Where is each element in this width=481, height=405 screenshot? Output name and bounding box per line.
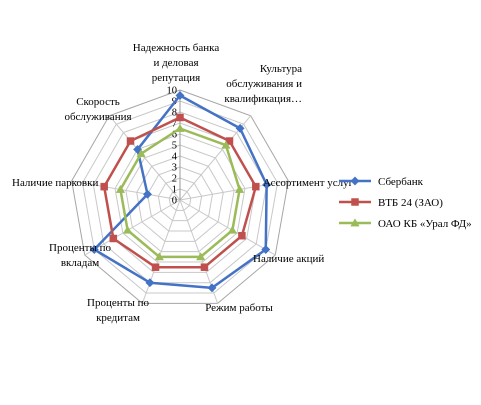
data-point	[200, 263, 209, 271]
legend-marker	[351, 198, 359, 206]
data-point	[122, 225, 133, 234]
category-label: Скорость	[76, 96, 120, 108]
tick-label: 0	[172, 196, 177, 207]
data-point	[234, 184, 245, 193]
data-point	[221, 140, 231, 149]
data-point	[109, 234, 118, 243]
data-point	[133, 144, 143, 154]
category-label: Ассортимент услуг	[263, 177, 354, 189]
category-label: Культура	[260, 63, 302, 75]
legend-label: Сбербанк	[378, 176, 424, 188]
data-point	[175, 90, 185, 101]
data-point	[145, 278, 155, 288]
legend-label: ОАО КБ «Урал ФД»	[378, 218, 472, 230]
legend-label: ВТБ 24 (ЗАО)	[378, 197, 443, 209]
category-label: Надежность банка	[133, 42, 220, 54]
data-point	[89, 244, 99, 255]
data-point	[238, 232, 246, 240]
tick-label: 4	[172, 152, 178, 163]
data-point	[154, 252, 164, 261]
series-line	[119, 127, 241, 259]
data-point	[262, 180, 272, 190]
category-label: Проценты по	[49, 242, 111, 254]
category-label: обслуживания и	[226, 78, 302, 90]
category-label: Режим работы	[205, 302, 273, 314]
data-point	[175, 123, 185, 132]
grid-ring	[81, 100, 279, 294]
tick-label: 6	[172, 130, 177, 141]
category-label: Наличие акций	[253, 253, 324, 265]
category-label: Проценты по	[87, 297, 149, 309]
tick-label: 7	[172, 119, 177, 130]
data-point	[235, 123, 245, 133]
grid-ring	[168, 188, 192, 211]
data-point	[136, 148, 146, 158]
tick-label: 5	[172, 141, 177, 152]
grid-ring	[146, 166, 214, 232]
tick-label: 3	[172, 163, 177, 174]
tick-label: 8	[172, 108, 177, 119]
grid-ring	[92, 111, 268, 284]
series-line	[93, 94, 268, 290]
data-point	[115, 184, 126, 193]
tick-label: 10	[167, 86, 178, 97]
category-label: репутация	[152, 72, 200, 84]
category-label: обслуживания	[64, 111, 131, 123]
data-point	[252, 182, 260, 191]
data-point	[196, 252, 206, 261]
grid-ring	[157, 177, 203, 222]
data-point	[100, 182, 108, 191]
data-point	[176, 113, 184, 122]
category-label: вкладам	[61, 257, 99, 269]
category-label: и деловая	[153, 57, 198, 69]
data-point	[261, 244, 271, 255]
tick-label: 1	[172, 185, 177, 196]
legend-marker	[350, 176, 360, 186]
category-label: квалификация…	[224, 93, 302, 105]
grid-spoke	[141, 199, 181, 304]
category-label: Наличие парковки	[12, 177, 98, 189]
grid-spoke	[179, 199, 276, 256]
legend-marker	[350, 218, 360, 227]
grid-spoke	[108, 115, 181, 201]
grid-spoke	[71, 180, 181, 201]
data-point	[142, 189, 153, 199]
grid-spoke	[84, 199, 181, 256]
data-point	[126, 137, 135, 145]
category-label: кредитам	[96, 312, 140, 324]
data-point	[207, 283, 217, 293]
data-point	[227, 225, 238, 234]
data-point	[151, 263, 160, 271]
grid-ring	[125, 144, 235, 253]
series-line	[102, 116, 258, 269]
tick-label: 2	[172, 174, 177, 185]
grid-ring	[71, 89, 289, 304]
